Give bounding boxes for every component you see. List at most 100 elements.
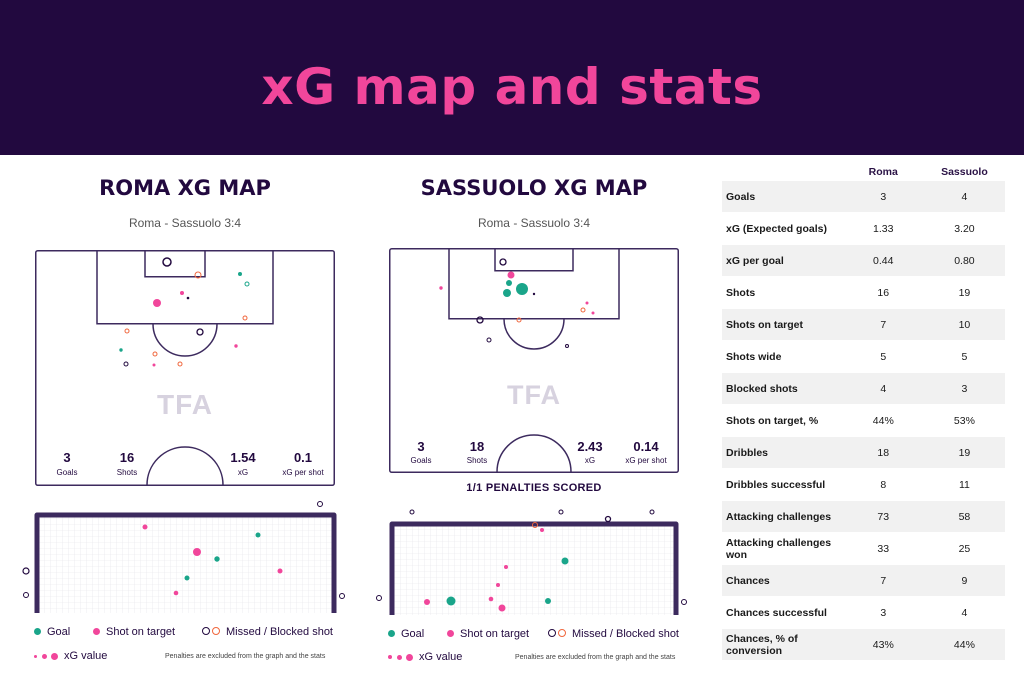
sassuolo-goals-value: 3 <box>417 439 424 454</box>
roma-shots <box>119 257 250 367</box>
stat-label: Shots on target <box>722 308 843 341</box>
table-row: Attacking challenges 73 58 <box>722 500 1005 533</box>
stat-label: xG per goal <box>722 244 843 277</box>
roma-value: 3 <box>842 180 924 213</box>
sassuolo-value: 9 <box>923 564 1005 597</box>
sassuolo-value: 53% <box>923 404 1005 437</box>
legend-xg-value: xG value <box>34 650 107 662</box>
roma-value: 33 <box>842 532 924 565</box>
legend-shot-on-target-label: Shot on target <box>106 626 176 638</box>
shot-marker <box>532 522 538 528</box>
roma-value: 0.44 <box>842 244 924 277</box>
roma-value: 7 <box>842 308 924 341</box>
xg-size-large-icon <box>51 652 58 660</box>
sassuolo-value: 58 <box>923 500 1005 533</box>
shot-marker <box>194 271 202 279</box>
shot-marker <box>507 271 515 279</box>
roma-goal-frame <box>22 501 345 613</box>
legend-xg-value-label: xG value <box>64 650 108 662</box>
shot-on-target-marker-icon <box>447 630 454 637</box>
stat-label: Chances, % of conversion <box>722 628 843 660</box>
shot-marker <box>565 344 569 348</box>
table-row: Dribbles successful 8 11 <box>722 468 1005 501</box>
roma-shots-label: Shots <box>117 468 137 477</box>
shot-marker <box>476 316 484 324</box>
shot-marker <box>504 565 508 569</box>
roma-legend: Goal Shot on target Missed / Blocked sho… <box>30 625 350 665</box>
shot-marker <box>193 548 201 556</box>
shot-marker <box>558 509 564 515</box>
xg-size-medium-icon <box>397 654 402 660</box>
stats-header-sassuolo: Sassuolo <box>941 165 988 178</box>
shot-marker <box>152 351 158 357</box>
sassuolo-shots <box>439 258 595 348</box>
sassuolo-shots-value: 18 <box>470 439 484 454</box>
sassuolo-xg-label: xG <box>585 456 595 465</box>
sassuolo-value: 19 <box>923 436 1005 469</box>
sassuolo-value: 4 <box>923 180 1005 213</box>
sassuolo-xg-value: 2.43 <box>577 439 602 454</box>
shot-marker <box>604 515 612 523</box>
xg-size-large-icon <box>406 653 413 661</box>
stat-label: Blocked shots <box>722 372 843 405</box>
shot-marker <box>214 556 220 562</box>
roma-goals-value: 3 <box>63 450 70 465</box>
sassuolo-goal-shots <box>376 509 687 612</box>
legend-shot-on-target-label: Shot on target <box>460 628 530 640</box>
sassuolo-map-title: SASSUOLO XG MAP <box>420 176 648 200</box>
legend-missed-blocked: Missed / Blocked shot <box>548 628 679 640</box>
xg-size-medium-icon <box>42 653 47 659</box>
missed-marker-icon <box>202 627 210 635</box>
penalties-note: 1/1 PENALTIES SCORED <box>466 482 602 494</box>
sassuolo-goal-frame <box>376 509 687 615</box>
roma-stat-summary: 3 Goals 16 Shots 1.54 xG 0.1 xG per shot <box>57 450 325 477</box>
stat-label: Goals <box>722 180 843 213</box>
shot-marker <box>234 344 238 348</box>
legend-penalties-note: Penalties are excluded from the graph an… <box>165 653 326 660</box>
stat-label: Dribbles successful <box>722 468 843 501</box>
shot-marker <box>277 568 283 574</box>
shot-marker <box>506 280 512 286</box>
sassuolo-match-score: Roma - Sassuolo 3:4 <box>477 216 591 230</box>
legend-penalties-note: Penalties are excluded from the graph an… <box>515 654 676 661</box>
shot-marker <box>496 583 500 587</box>
sassuolo-xg-per-shot-value: 0.14 <box>633 439 659 454</box>
stat-label: xG (Expected goals) <box>722 212 843 245</box>
shot-marker <box>177 361 183 367</box>
roma-xg-value: 1.54 <box>230 450 256 465</box>
sassuolo-value: 0.80 <box>923 244 1005 277</box>
roma-value: 73 <box>842 500 924 533</box>
table-row: xG per goal 0.44 0.80 <box>722 244 1005 277</box>
roma-match-score: Roma - Sassuolo 3:4 <box>128 216 242 230</box>
sassuolo-value: 19 <box>923 276 1005 309</box>
stat-label: Attacking challenges won <box>722 532 843 565</box>
stat-label: Attacking challenges <box>722 500 843 533</box>
roma-value: 43% <box>842 628 924 660</box>
sassuolo-value: 11 <box>923 468 1005 501</box>
table-row: Shots on target, % 44% 53% <box>722 404 1005 437</box>
shot-marker <box>499 258 507 266</box>
shot-marker <box>119 348 123 352</box>
stat-label: Shots wide <box>722 340 843 373</box>
shot-marker <box>580 307 586 313</box>
shot-marker <box>123 361 129 367</box>
table-row: Blocked shots 4 3 <box>722 372 1005 405</box>
shot-marker <box>516 317 522 323</box>
goal-marker-icon <box>34 628 41 635</box>
shot-marker <box>545 598 551 604</box>
shot-marker <box>142 524 148 530</box>
table-row: Chances 7 9 <box>722 564 1005 597</box>
shot-marker <box>681 599 687 605</box>
shot-marker <box>339 593 345 599</box>
roma-xg-per-shot-label: xG per shot <box>282 468 324 477</box>
shot-marker <box>162 257 172 267</box>
sassuolo-value: 4 <box>923 596 1005 629</box>
roma-goal-shots <box>22 501 345 599</box>
table-row: xG (Expected goals) 1.33 3.20 <box>722 212 1005 245</box>
legend-shot-on-target: Shot on target <box>93 626 175 638</box>
legend-goal-label: Goal <box>47 626 71 638</box>
roma-shots-value: 16 <box>120 450 134 465</box>
table-row: Goals 3 4 <box>722 180 1005 213</box>
roma-value: 1.33 <box>842 212 924 245</box>
legend-xg-value: xG value <box>388 651 462 663</box>
